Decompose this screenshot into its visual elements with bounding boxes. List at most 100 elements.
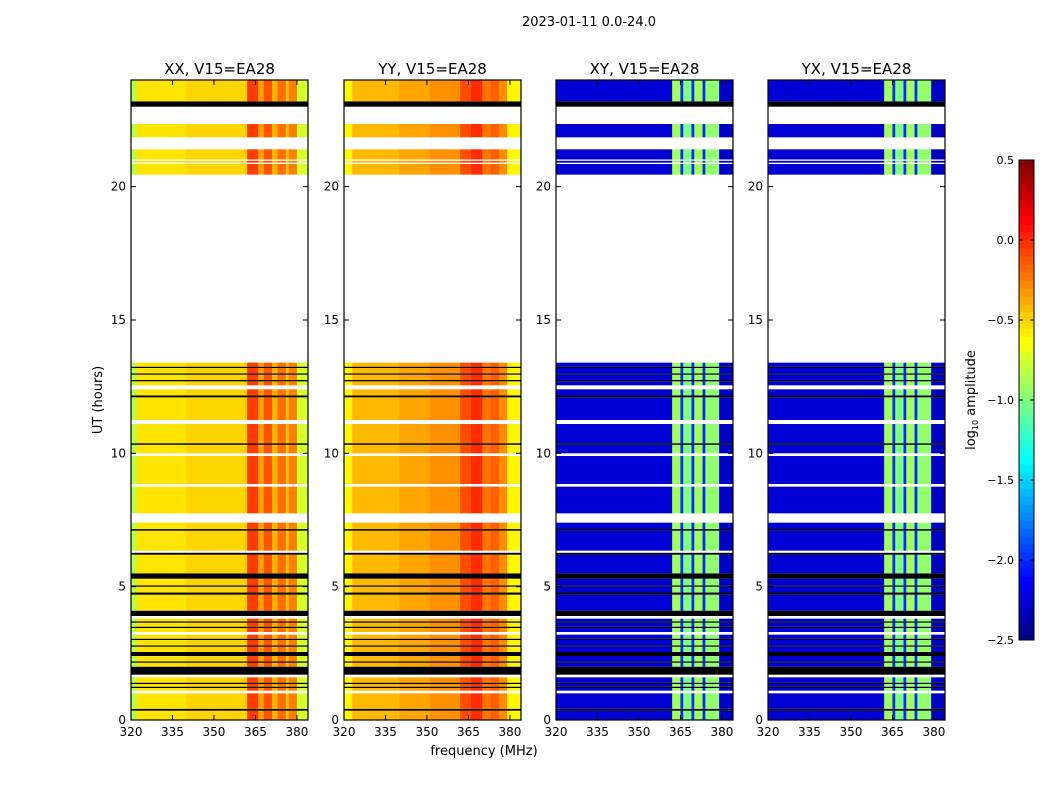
heatmap-cell — [258, 656, 265, 662]
heatmap-cell — [288, 586, 298, 593]
flagged-zero-row — [556, 573, 733, 579]
heatmap-cell — [136, 586, 187, 593]
heatmap-cell — [258, 389, 265, 396]
heatmap-cell — [288, 578, 298, 586]
heatmap-cell — [288, 646, 298, 652]
flagged-zero-row — [768, 686, 945, 688]
heatmap-cell — [507, 688, 522, 691]
heatmap-cell — [131, 456, 137, 484]
heatmap-cell — [344, 677, 353, 683]
heatmap-cell — [507, 594, 522, 611]
heatmap-cell — [471, 640, 483, 646]
flagged-zero-row — [556, 373, 733, 375]
heatmap-cell — [903, 124, 907, 138]
heatmap-cell — [556, 710, 673, 720]
heatmap-cell — [917, 389, 932, 396]
heatmap-cell — [344, 646, 353, 652]
heatmap-cell — [247, 164, 259, 175]
heatmap-cell — [429, 160, 461, 163]
heatmap-cell — [719, 662, 734, 667]
heatmap-cell — [490, 374, 500, 380]
heatmap-cell — [460, 646, 472, 652]
heatmap-cell — [906, 362, 915, 367]
heatmap-cell — [399, 618, 431, 622]
heatmap-cell — [705, 594, 720, 611]
heatmap-cell — [892, 646, 896, 652]
flagged-zero-row — [344, 708, 521, 711]
flagged-zero-row — [131, 380, 308, 382]
heatmap-cell — [914, 368, 918, 374]
heatmap-cell — [460, 164, 472, 175]
heatmap-cell — [352, 634, 400, 639]
heatmap-cell — [399, 646, 431, 652]
heatmap-cell — [903, 486, 907, 514]
heatmap-cell — [490, 594, 500, 611]
heatmap-cell — [471, 677, 483, 683]
heatmap-cell — [344, 530, 353, 551]
heatmap-cell — [285, 622, 289, 627]
heatmap-cell — [906, 80, 915, 102]
colorbar-swatch — [1019, 552, 1034, 561]
heatmap-cell — [460, 149, 472, 160]
heatmap-cell — [490, 124, 500, 138]
heatmap-cell — [903, 554, 907, 574]
heatmap-cell — [917, 618, 932, 622]
flagged-zero-row — [131, 395, 308, 398]
heatmap-cell — [344, 688, 353, 691]
heatmap-cell — [914, 389, 918, 396]
heatmap-cell — [892, 622, 896, 627]
heatmap-cell — [471, 362, 483, 367]
heatmap-cell — [917, 622, 932, 627]
colorbar-swatch — [1019, 632, 1034, 641]
heatmap-cell — [702, 710, 706, 720]
heatmap-cell — [429, 149, 461, 160]
flagged-zero-row — [556, 366, 733, 368]
heatmap-cell — [429, 693, 461, 709]
heatmap-cell — [263, 486, 273, 514]
heatmap-cell — [892, 522, 896, 530]
heatmap-cell — [247, 677, 259, 683]
heatmap-cell — [288, 677, 298, 683]
heatmap-cell — [680, 456, 684, 484]
heatmap-cell — [288, 688, 298, 691]
heatmap-cell — [296, 374, 309, 380]
flagged-zero-row — [556, 666, 733, 675]
heatmap-cell — [471, 456, 483, 484]
heatmap-cell — [490, 80, 500, 102]
heatmap-cell — [277, 693, 287, 709]
heatmap-cell — [906, 160, 915, 163]
heatmap-cell — [906, 688, 915, 691]
heatmap-cell — [136, 640, 187, 646]
heatmap-cell — [247, 486, 259, 514]
heatmap-cell — [702, 149, 706, 160]
heatmap-cell — [258, 164, 265, 175]
heatmap-cell — [906, 634, 915, 639]
heatmap-cell — [719, 646, 734, 652]
x-tick-label: 320 — [545, 725, 568, 739]
heatmap-cell — [277, 397, 287, 420]
heatmap-cell — [931, 640, 946, 646]
heatmap-cell — [705, 160, 720, 163]
heatmap-cell — [903, 149, 907, 160]
heatmap-cell — [892, 677, 896, 683]
heatmap-cell — [247, 381, 259, 386]
heatmap-cell — [288, 444, 298, 454]
heatmap-cell — [277, 424, 287, 444]
colorbar-swatch — [1019, 232, 1034, 241]
heatmap-cell — [471, 381, 483, 386]
heatmap-cell — [247, 149, 259, 160]
heatmap-cell — [258, 634, 265, 639]
heatmap-cell — [296, 634, 309, 639]
heatmap-cell — [892, 381, 896, 386]
heatmap-cell — [719, 586, 734, 593]
heatmap-cell — [399, 586, 431, 593]
heatmap-cell — [672, 164, 681, 175]
flagged-zero-row — [131, 552, 308, 555]
heatmap-cell — [917, 656, 932, 662]
heatmap-cell — [258, 594, 265, 611]
heatmap-cell — [482, 646, 491, 652]
heatmap-cell — [556, 444, 673, 454]
heatmap-cell — [694, 578, 703, 586]
heatmap-cell — [344, 594, 353, 611]
heatmap-cell — [768, 522, 885, 530]
